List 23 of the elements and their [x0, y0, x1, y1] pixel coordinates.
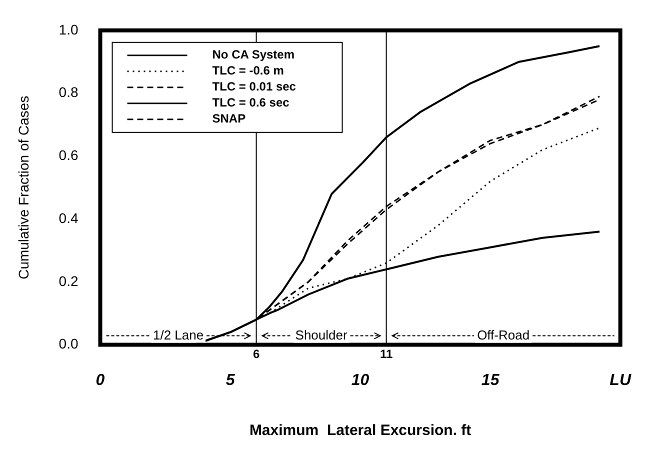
- annotation: 1/2 Lane: [152, 327, 204, 342]
- legend-label: No CA System: [212, 48, 295, 62]
- y-tick-label: 0.2: [58, 272, 78, 289]
- y-tick-label: 0.6: [58, 147, 78, 164]
- x-tick-label: 15: [481, 372, 500, 389]
- y-tick-label: 0.4: [58, 210, 78, 226]
- x-tick-label: 0: [96, 372, 105, 389]
- ref-line-label: 6: [252, 347, 260, 362]
- y-tick-label: 1.0: [58, 21, 78, 38]
- x-tick-label: 10: [351, 372, 370, 389]
- legend-label: SNAP: [212, 112, 246, 126]
- x-tick-label: LU: [610, 372, 632, 389]
- x-tick-label: 5: [226, 372, 236, 389]
- ref-line-label: 11: [380, 347, 393, 362]
- y-axis-title: Cumulative Fraction of Cases: [15, 96, 32, 280]
- y-tick-label: 0.0: [58, 336, 78, 352]
- x-axis-title: Maximum Lateral Excursion. ft: [249, 422, 472, 440]
- annotation: Off-Road: [477, 327, 530, 342]
- y-tick-label: 0.8: [58, 84, 78, 100]
- legend-label: TLC = 0.6 sec: [212, 96, 290, 110]
- legend-label: TLC = -0.6 m: [212, 64, 284, 78]
- legend-label: TLC = 0.01 sec: [212, 80, 296, 94]
- annotation: Shoulder: [295, 327, 348, 342]
